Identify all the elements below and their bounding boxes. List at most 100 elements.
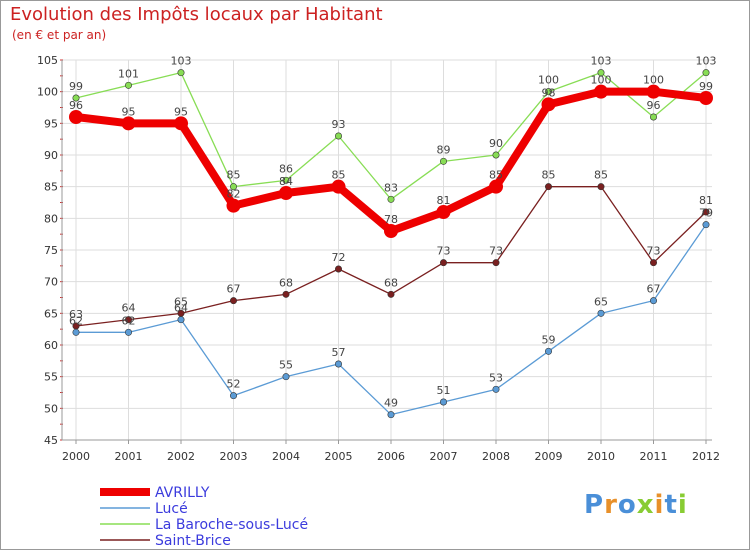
data-point [226,198,241,213]
data-point [387,290,395,298]
data-point [282,373,290,381]
logo-letter: i [677,490,688,520]
data-label: 55 [279,359,293,372]
data-label: 103 [171,55,192,68]
data-point [439,157,447,165]
data-point [439,398,447,406]
data-point [492,259,500,267]
data-label: 90 [489,137,503,150]
data-label: 95 [122,105,136,118]
data-label: 64 [122,302,136,315]
data-label: 79 [699,207,713,220]
data-label: 99 [69,80,83,93]
legend-label: AVRILLY [155,485,210,501]
data-point [282,176,290,184]
logo-letter: x [636,490,655,520]
data-point [702,221,710,229]
grid [62,59,712,441]
data-point [334,360,342,368]
y-tick-label: 100 [37,86,58,99]
data-point [230,297,238,305]
data-point [544,347,552,355]
legend-label: Saint-Brice [155,533,231,549]
data-point [702,69,710,77]
data-label: 103 [696,55,717,68]
y-tick-label: 65 [44,307,58,320]
y-tick-label: 60 [44,339,58,352]
data-point [492,385,500,393]
data-label: 73 [489,245,503,258]
data-label: 73 [647,245,661,258]
logo-letter: r [604,490,618,520]
y-tick-label: 85 [44,181,58,194]
data-point [334,265,342,273]
data-point [387,195,395,203]
data-point [597,309,605,317]
x-tick-label: 2005 [325,450,353,463]
x-tick-label: 2012 [692,450,720,463]
x-tick-label: 2004 [272,450,300,463]
data-label: 100 [538,74,559,87]
y-tick-label: 90 [44,149,58,162]
data-label: 95 [174,105,188,118]
data-label: 72 [332,251,346,264]
proxiti-logo: Proxiti [584,490,688,520]
y-tick-label: 45 [44,434,58,447]
data-point [334,132,342,140]
data-label: 86 [279,162,293,175]
data-label: 89 [437,143,451,156]
data-label: 101 [118,67,139,80]
data-point [649,259,657,267]
data-label: 82 [227,188,241,201]
data-label: 62 [122,314,136,327]
data-label: 98 [542,86,556,99]
data-label: 65 [594,295,608,308]
x-tick-label: 2010 [587,450,615,463]
data-label: 84 [279,175,293,188]
data-point [125,328,133,336]
data-label: 96 [69,99,83,112]
data-label: 85 [332,169,346,182]
data-label: 53 [489,371,503,384]
data-point [646,84,661,99]
data-label: 83 [384,181,398,194]
data-label: 57 [332,346,346,359]
data-point [387,411,395,419]
data-point [177,309,185,317]
data-label: 67 [227,283,241,296]
x-tick-label: 2002 [167,450,195,463]
data-point [230,392,238,400]
data-label: 100 [591,74,612,87]
data-label: 81 [437,194,451,207]
data-label: 78 [384,213,398,226]
data-point [439,259,447,267]
data-label: 93 [332,118,346,131]
data-point [174,116,188,131]
data-label: 85 [489,169,503,182]
data-point [594,84,608,99]
data-label: 64 [174,302,188,315]
x-tick-label: 2001 [115,450,143,463]
legend-label: Lucé [155,501,188,517]
data-label: 62 [69,314,83,327]
logo-letter: t [664,490,678,520]
data-point [121,116,136,131]
data-point [384,224,398,238]
y-tick-label: 50 [44,402,58,415]
data-label: 63 [69,308,83,321]
data-point [489,179,503,194]
data-label: 103 [591,55,612,68]
data-point [649,297,657,305]
data-point [72,328,80,336]
y-tick-label: 80 [44,212,58,225]
x-tick-label: 2009 [535,450,563,463]
data-point [72,94,80,102]
data-point [230,183,238,191]
data-label: 85 [594,169,608,182]
data-label: 68 [384,276,398,289]
chart-title: Evolution des Impôts locaux par Habitant [10,4,383,25]
data-label: 85 [542,169,556,182]
